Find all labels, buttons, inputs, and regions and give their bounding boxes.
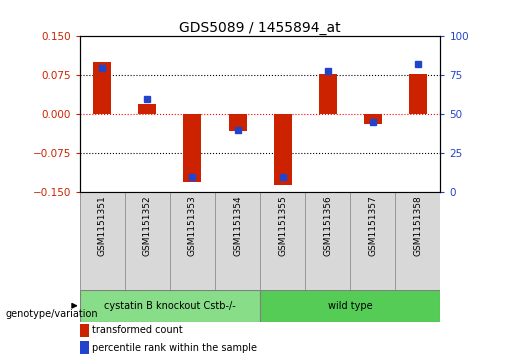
Bar [364, 114, 382, 124]
Bar [80, 324, 89, 337]
Text: percentile rank within the sample: percentile rank within the sample [93, 343, 258, 352]
Bar [409, 74, 427, 114]
Text: GSM1151358: GSM1151358 [414, 195, 422, 256]
Bar [273, 114, 291, 184]
Text: GSM1151353: GSM1151353 [188, 195, 197, 256]
Text: cystatin B knockout Cstb-/-: cystatin B knockout Cstb-/- [104, 301, 236, 311]
Bar [260, 290, 440, 322]
Bar [183, 114, 201, 182]
Text: GSM1151354: GSM1151354 [233, 195, 242, 256]
Text: GSM1151352: GSM1151352 [143, 195, 152, 256]
Text: transformed count: transformed count [93, 326, 183, 335]
Bar [80, 290, 260, 322]
Bar [125, 192, 170, 290]
Text: GSM1151356: GSM1151356 [323, 195, 332, 256]
Bar [93, 62, 111, 114]
Text: GSM1151357: GSM1151357 [368, 195, 377, 256]
Title: GDS5089 / 1455894_at: GDS5089 / 1455894_at [179, 21, 341, 35]
Bar [170, 192, 215, 290]
Text: wild type: wild type [328, 301, 372, 311]
Text: GSM1151355: GSM1151355 [278, 195, 287, 256]
Text: genotype/variation: genotype/variation [5, 309, 98, 319]
Bar [396, 192, 440, 290]
Bar [305, 192, 350, 290]
Text: GSM1151351: GSM1151351 [98, 195, 107, 256]
Bar [80, 192, 125, 290]
Bar [319, 74, 337, 114]
Bar [139, 104, 157, 114]
Bar [229, 114, 247, 131]
Bar [260, 192, 305, 290]
Bar [350, 192, 396, 290]
Bar [80, 341, 89, 354]
Bar [215, 192, 260, 290]
